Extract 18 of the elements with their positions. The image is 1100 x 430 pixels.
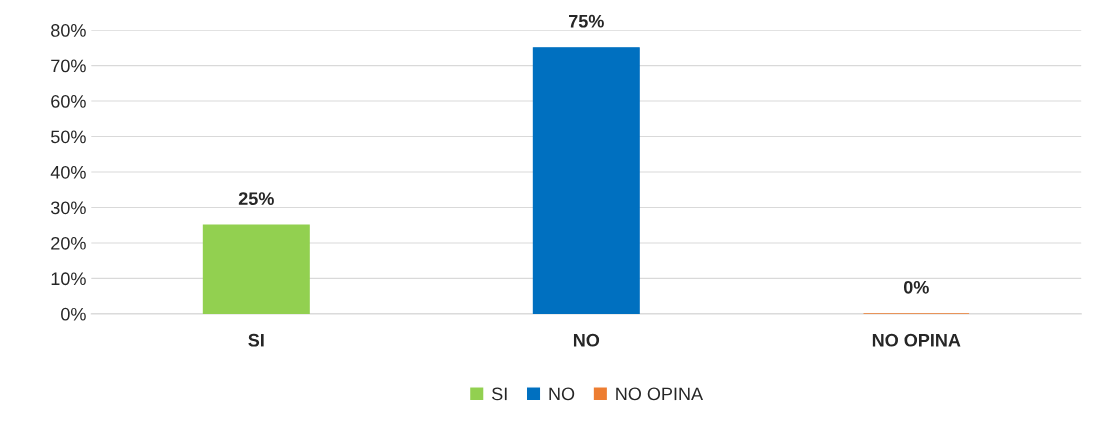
y-tick-label: 20% bbox=[51, 236, 86, 250]
legend-label: SI bbox=[492, 387, 507, 401]
legend-label: NO OPINA bbox=[616, 387, 704, 401]
y-tick-label: 40% bbox=[50, 165, 86, 179]
y-tick-label: 10% bbox=[51, 272, 86, 286]
data-label: 75% bbox=[569, 14, 604, 28]
y-tick-label: 70% bbox=[51, 59, 86, 73]
y-tick-label: 30% bbox=[50, 201, 86, 215]
x-tick-label: SI bbox=[248, 333, 264, 347]
x-tick-label: NO OPINA bbox=[872, 333, 961, 347]
y-tick-label: 0% bbox=[61, 307, 86, 321]
y-tick-label: 60% bbox=[51, 94, 86, 108]
data-label: 25% bbox=[238, 192, 274, 205]
data-label: 0% bbox=[903, 280, 929, 294]
y-tick-label: 80% bbox=[51, 24, 86, 37]
x-tick-label: NO bbox=[573, 333, 600, 347]
legend-label: NO bbox=[549, 387, 575, 401]
y-tick-label: 50% bbox=[51, 130, 86, 144]
